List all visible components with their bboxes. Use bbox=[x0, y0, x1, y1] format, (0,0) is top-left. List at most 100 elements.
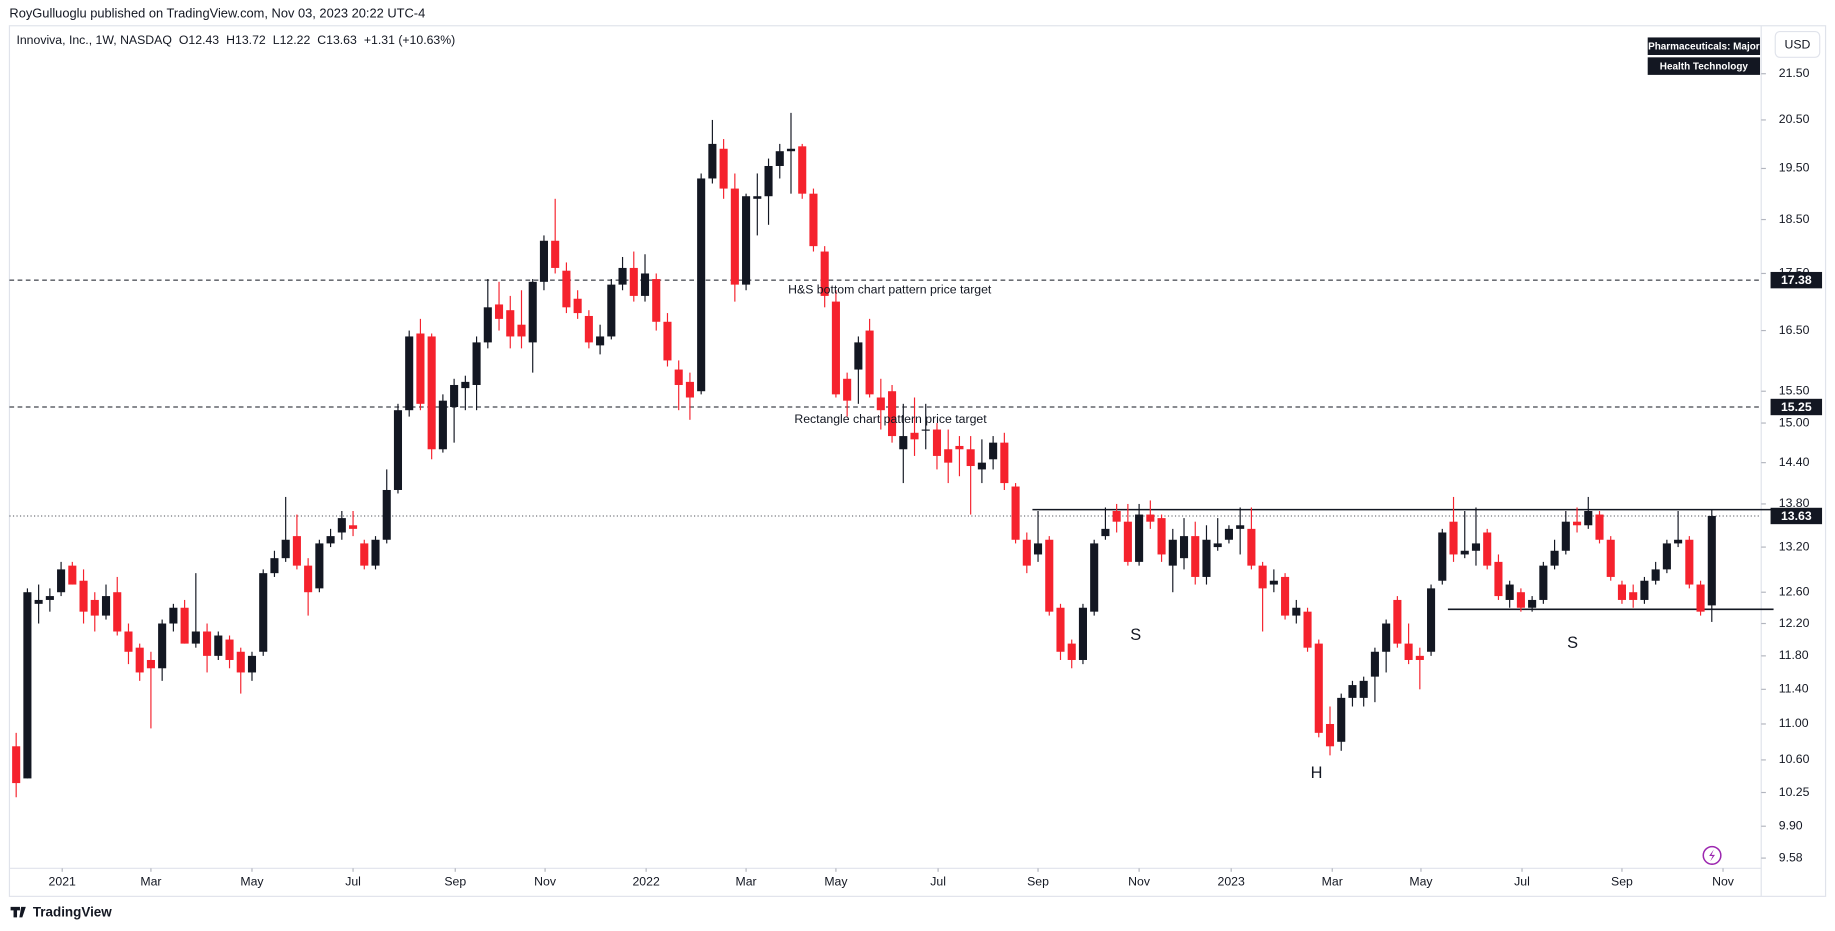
y-tick-label: 18.50 bbox=[1779, 212, 1810, 226]
x-tick-label: Mar bbox=[736, 875, 757, 889]
candle-body bbox=[1022, 539, 1031, 566]
candle-body bbox=[393, 410, 403, 490]
candle-body bbox=[1651, 569, 1660, 581]
y-tick-label: 19.50 bbox=[1779, 161, 1810, 175]
candle-body bbox=[326, 536, 335, 544]
candle-body bbox=[629, 267, 638, 296]
legend-low: L12.22 bbox=[273, 33, 311, 47]
candle-body bbox=[944, 449, 953, 463]
y-tick-label: 14.40 bbox=[1779, 455, 1810, 469]
badge-industry: Pharmaceuticals: Major bbox=[1648, 41, 1760, 52]
candle-body bbox=[820, 251, 829, 296]
candle-body bbox=[90, 599, 99, 616]
badge-sector: Health Technology bbox=[1660, 61, 1749, 72]
candle-body bbox=[1449, 521, 1458, 555]
candle-body bbox=[843, 378, 852, 401]
candle-body bbox=[618, 267, 627, 285]
x-tick-label: Jul bbox=[345, 875, 361, 889]
candle-body bbox=[259, 573, 268, 652]
candle-body bbox=[1202, 539, 1211, 577]
candle-body bbox=[708, 143, 717, 179]
x-tick-label: May bbox=[824, 875, 848, 889]
candle-body bbox=[1427, 588, 1436, 652]
candle-body bbox=[1258, 565, 1267, 589]
candle-body bbox=[1573, 521, 1582, 526]
legend-symbol: Innoviva, Inc., 1W, NASDAQ bbox=[16, 33, 171, 47]
candle-body bbox=[1000, 442, 1009, 484]
candle-body bbox=[247, 655, 257, 673]
candle-body bbox=[1281, 576, 1290, 616]
candle-body bbox=[304, 565, 313, 593]
candle-body bbox=[888, 391, 897, 437]
price-label-box bbox=[1770, 271, 1823, 289]
candle-body bbox=[1101, 528, 1110, 537]
candle-body bbox=[180, 607, 189, 644]
symbol-legend: Innoviva, Inc., 1W, NASDAQ O12.43 H13.72… bbox=[16, 33, 455, 47]
candle-body bbox=[607, 284, 616, 337]
candle-body bbox=[214, 635, 223, 656]
candle-body bbox=[910, 432, 919, 440]
badge-box bbox=[1647, 37, 1761, 55]
candle-body bbox=[1404, 643, 1413, 660]
candle-body bbox=[685, 381, 694, 398]
candle-body bbox=[416, 333, 425, 404]
candle-body bbox=[1707, 515, 1716, 606]
candle-body bbox=[1516, 592, 1525, 608]
legend-open: O12.43 bbox=[179, 33, 219, 47]
candle-body bbox=[977, 462, 986, 470]
candle-body bbox=[45, 596, 54, 600]
candle-body bbox=[292, 536, 301, 566]
candle-body bbox=[1123, 521, 1132, 562]
candle-body bbox=[1236, 525, 1245, 529]
candle-body bbox=[1011, 486, 1020, 540]
candle-body bbox=[169, 607, 178, 624]
candle-body bbox=[539, 240, 548, 282]
x-tick-label: 2021 bbox=[49, 875, 76, 889]
candle-body bbox=[1606, 539, 1615, 577]
alert-icon[interactable] bbox=[1702, 845, 1722, 865]
y-tick-label: 12.60 bbox=[1779, 584, 1810, 598]
price-label-box bbox=[1770, 507, 1823, 525]
candle-body bbox=[742, 196, 751, 285]
candle-body bbox=[203, 631, 212, 656]
candle-body bbox=[281, 539, 290, 559]
candle-body bbox=[1471, 543, 1481, 551]
candle-body bbox=[876, 397, 885, 411]
candle-body bbox=[450, 384, 459, 408]
candle-body bbox=[1617, 584, 1627, 600]
candle-body bbox=[652, 279, 661, 322]
candle-body bbox=[1685, 539, 1694, 585]
candle-body bbox=[1662, 543, 1671, 570]
candle-body bbox=[955, 445, 964, 450]
candle-body bbox=[1370, 651, 1379, 677]
y-tick-label: 11.80 bbox=[1779, 648, 1809, 662]
candle-body bbox=[1224, 528, 1233, 540]
candle-body bbox=[1157, 518, 1166, 555]
candle-body bbox=[1595, 514, 1604, 540]
candle-body bbox=[753, 196, 762, 199]
candle-body bbox=[1191, 536, 1200, 577]
y-tick-label: 15.50 bbox=[1779, 383, 1810, 397]
candle-body bbox=[1505, 584, 1514, 600]
candle-body bbox=[562, 270, 571, 308]
x-tick-label: Nov bbox=[534, 875, 557, 889]
candle-body bbox=[764, 165, 773, 197]
candle-body bbox=[382, 489, 391, 540]
y-tick-label: 15.00 bbox=[1779, 415, 1810, 429]
candle-body bbox=[1584, 511, 1593, 526]
candle-body bbox=[68, 565, 77, 585]
candle-body bbox=[113, 592, 122, 632]
candle-body bbox=[584, 315, 593, 343]
candle-body bbox=[1550, 550, 1559, 566]
candle-body bbox=[1292, 607, 1301, 616]
candle-body bbox=[1078, 607, 1087, 660]
x-tick-label: Mar bbox=[140, 875, 161, 889]
price-label: 13.63 bbox=[1781, 509, 1812, 523]
candle-body bbox=[146, 659, 155, 669]
candle-body bbox=[775, 151, 784, 166]
y-tick-label: 10.60 bbox=[1779, 752, 1810, 766]
candle-body bbox=[337, 518, 346, 533]
candle-body bbox=[786, 148, 796, 152]
currency-button[interactable] bbox=[1774, 31, 1821, 58]
